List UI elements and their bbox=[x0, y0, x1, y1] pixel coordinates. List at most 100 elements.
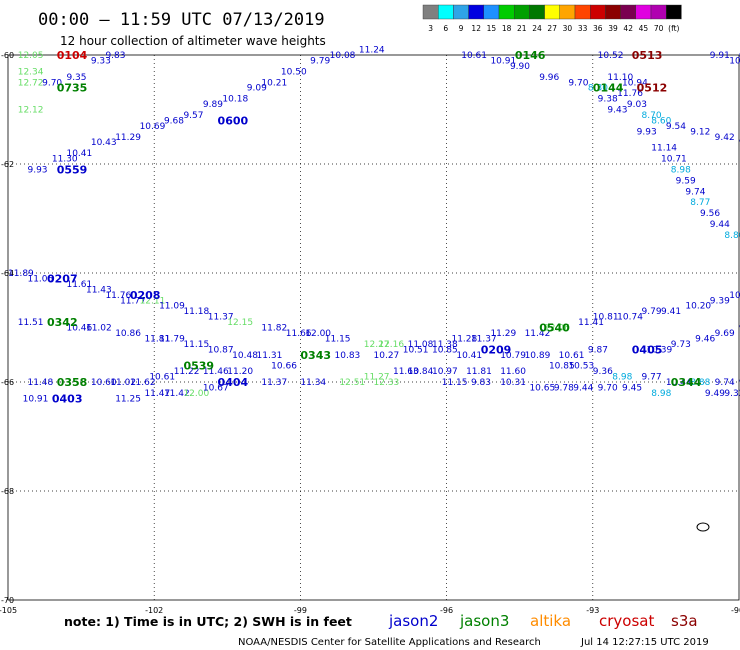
wave-height-value: 10.69 bbox=[140, 122, 166, 132]
pass-time-label: 0146 bbox=[515, 49, 546, 62]
lon-tick-label: -93 bbox=[586, 606, 599, 615]
wave-height-value: 9.35 bbox=[66, 73, 86, 83]
wave-height-value: 8.80 bbox=[724, 231, 740, 241]
wave-height-value: 10.81 bbox=[593, 313, 619, 323]
wave-height-value: 9.79 bbox=[310, 56, 330, 66]
wave-height-value: 10.97 bbox=[432, 367, 458, 377]
scale-swatch bbox=[422, 4, 439, 20]
footnote: note: 1) Time is in UTC; 2) SWH is in fe… bbox=[64, 614, 352, 629]
wave-height-value: 9.45 bbox=[622, 383, 642, 393]
wave-height-value: 11.62 bbox=[130, 378, 156, 388]
wave-height-value: 11.08 bbox=[408, 340, 434, 350]
wave-height-value: 9.91 bbox=[710, 51, 730, 61]
scale-swatch bbox=[529, 4, 545, 20]
wave-height-value: 9.83 bbox=[105, 51, 125, 61]
satellite-legend-s3a: s3a bbox=[671, 612, 698, 630]
scale-label: 6 bbox=[443, 24, 448, 33]
wave-height-value: 11.38 bbox=[432, 340, 458, 350]
wave-height-value: 12.00 bbox=[183, 389, 209, 399]
wave-height-value: 11.34 bbox=[300, 378, 326, 388]
wave-height-value: 12.00 bbox=[305, 329, 331, 339]
scale-label: 21 bbox=[517, 24, 527, 33]
scale-label: 12 bbox=[471, 24, 481, 33]
wave-height-value: 11.37 bbox=[261, 378, 287, 388]
pass-time-label: 0344 bbox=[671, 376, 702, 389]
wave-height-value: 11.28 bbox=[451, 334, 477, 344]
wave-height-value: 11.81 bbox=[466, 367, 492, 377]
satellite-legend-altika: altika bbox=[530, 612, 571, 630]
satellite-legend: jason2 jason3 altika cryosat s3a bbox=[388, 612, 698, 630]
wave-height-value: 10.74 bbox=[617, 313, 643, 323]
wave-height-value: 10.60 bbox=[91, 378, 117, 388]
wave-height-value: 10.08 bbox=[330, 51, 356, 61]
wave-height-value: 9.96 bbox=[539, 73, 559, 83]
wave-height-value: 11.37 bbox=[208, 313, 234, 323]
wave-height-value: 11.47 bbox=[144, 389, 170, 399]
wave-height-value: 9.41 bbox=[661, 307, 681, 317]
pass-time-label: 0358 bbox=[57, 376, 88, 389]
wave-height-value: 9.70 bbox=[42, 78, 62, 88]
wave-height-value: 10.51 bbox=[403, 345, 429, 355]
wave-height-value: 9.70 bbox=[598, 383, 618, 393]
wave-height-value: 9.77 bbox=[642, 373, 662, 383]
wave-height-value: 11.22 bbox=[174, 367, 200, 377]
scale-label: 15 bbox=[487, 24, 497, 33]
wave-height-value: 11.25 bbox=[115, 394, 141, 404]
lat-tick-label: -64 bbox=[1, 269, 14, 278]
wave-height-value: 10.67 bbox=[203, 383, 229, 393]
pass-time-label: 0735 bbox=[57, 82, 88, 95]
lon-tick-label: -90 bbox=[731, 606, 740, 615]
wave-height-value: 11.42 bbox=[164, 389, 190, 399]
wave-height-value: 10.65 bbox=[529, 383, 555, 393]
wave-height-value: 11.41 bbox=[578, 318, 604, 328]
wave-height-value: 12.06 bbox=[544, 324, 570, 334]
scale-swatch bbox=[620, 4, 636, 20]
pass-time-label: 0559 bbox=[57, 163, 88, 176]
wave-height-value: 9.93 bbox=[637, 127, 657, 137]
wave-height-value: 11.30 bbox=[52, 155, 78, 165]
wave-height-value: 11.15 bbox=[325, 334, 351, 344]
island-outline bbox=[696, 522, 710, 532]
wave-height-value: 10.87 bbox=[208, 345, 234, 355]
page-title: 00:00 – 11:59 UTC 07/13/2019 bbox=[38, 10, 325, 30]
wave-height-value: 11.81 bbox=[144, 334, 170, 344]
wave-height-value: 9.43 bbox=[607, 106, 627, 116]
wave-height-value: 10.44 bbox=[666, 378, 692, 388]
wave-height-value: 10.41 bbox=[66, 149, 92, 159]
wave-height-value: 9.69 bbox=[715, 329, 735, 339]
wave-height-value: 11.89 bbox=[8, 269, 34, 279]
wave-height-value: 12.51 bbox=[339, 378, 365, 388]
wave-height-value: 10.18 bbox=[222, 95, 248, 105]
scale-label: 42 bbox=[623, 24, 633, 33]
wave-height-value: 10.20 bbox=[685, 302, 711, 312]
wave-height-value: 10.48 bbox=[232, 351, 258, 361]
scale-swatch bbox=[666, 4, 682, 20]
wave-height-value: 9.09 bbox=[247, 84, 267, 94]
wave-height-value: 10.91 bbox=[490, 56, 516, 66]
satellite-legend-cryosat: cryosat bbox=[599, 612, 654, 630]
wave-height-value: 11.46 bbox=[203, 367, 229, 377]
wave-height-value: 10.61 bbox=[461, 51, 487, 61]
wave-height-value: 11.43 bbox=[86, 285, 112, 295]
wave-height-value: 8.60 bbox=[651, 116, 671, 126]
wave-height-value: 11.82 bbox=[261, 324, 287, 334]
scale-label: 27 bbox=[547, 24, 557, 33]
lat-tick-label: -70 bbox=[1, 596, 14, 605]
wave-height-value: 9.70 bbox=[568, 78, 588, 88]
wave-height-value: 10.61 bbox=[559, 351, 585, 361]
scale-swatch bbox=[483, 4, 500, 20]
pass-time-label: 0512 bbox=[637, 82, 668, 95]
wave-height-value: 10.94 bbox=[622, 78, 648, 88]
wave-height-value: 11.63 bbox=[393, 367, 419, 377]
scale-swatch bbox=[544, 4, 560, 20]
wave-height-value: 9.32 bbox=[724, 389, 740, 399]
wave-height-value: 11.15 bbox=[183, 340, 209, 350]
pass-time-label: 0405 bbox=[632, 343, 663, 356]
wave-height-value: 11.09 bbox=[159, 302, 185, 312]
axis-ticks: -105 -102 -99 -96 -93 -90 -60 -62 -64 -66 -68 -70 bbox=[0, 51, 740, 615]
wave-height-value: 10.61 bbox=[149, 373, 175, 383]
wave-height-value: 12.33 bbox=[374, 378, 400, 388]
pass-time-label: 0404 bbox=[218, 376, 249, 389]
wave-height-value: 10.86 bbox=[115, 329, 141, 339]
wave-height-value: 11.29 bbox=[490, 329, 516, 339]
